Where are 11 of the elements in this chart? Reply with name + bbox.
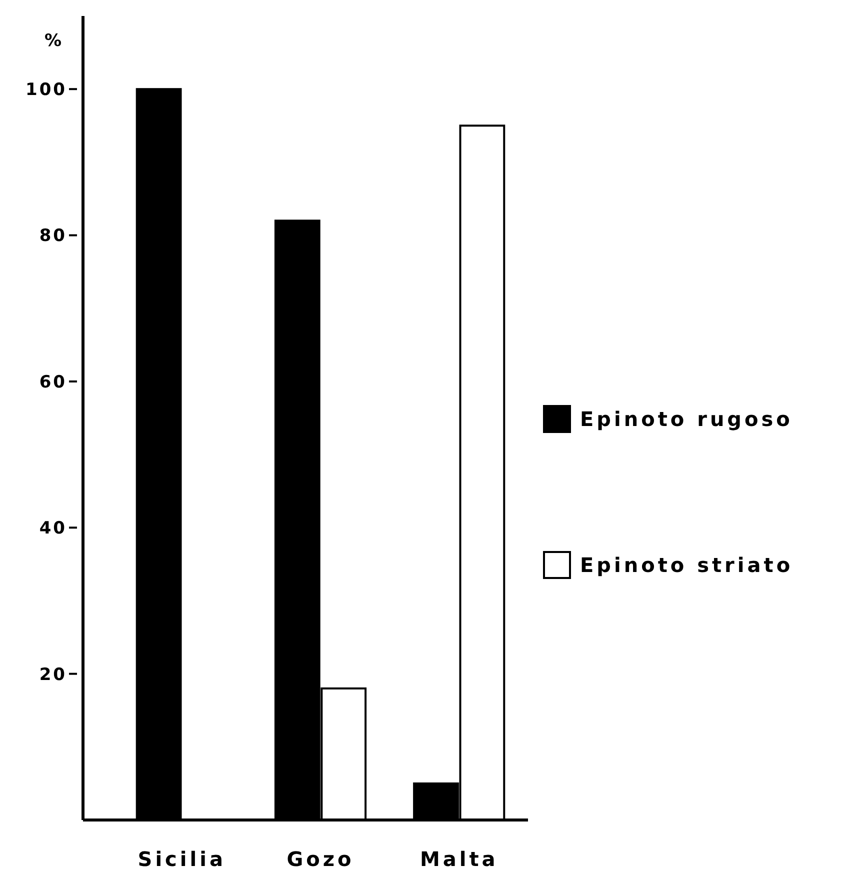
- legend-label: Epinoto rugoso: [580, 407, 793, 431]
- x-tick-label: Malta: [420, 847, 498, 871]
- y-tick-label: 20: [39, 664, 67, 685]
- x-tick-label: Gozo: [286, 847, 354, 871]
- y-tick-label: 60: [39, 372, 67, 392]
- y-axis-title: %: [44, 31, 62, 51]
- legend-label: Epinoto striato: [580, 553, 794, 577]
- x-tick-label: Sicilia: [138, 847, 226, 871]
- y-tick-label: 100: [26, 80, 67, 100]
- y-tick-label: 40: [39, 518, 67, 539]
- y-tick-label: 80: [39, 226, 67, 246]
